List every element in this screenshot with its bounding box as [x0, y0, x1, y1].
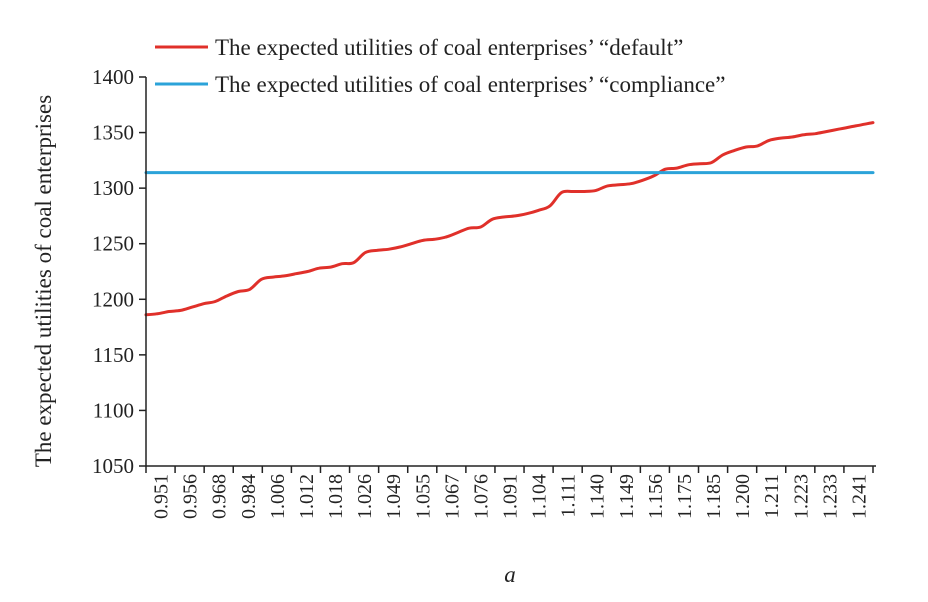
y-tick-label: 1050 — [92, 454, 134, 478]
x-tick-label: 0.968 — [209, 474, 231, 519]
x-tick-label: 1.241 — [848, 474, 870, 519]
x-tick-label: 1.185 — [703, 474, 725, 519]
x-tick-label: 1.156 — [645, 474, 667, 519]
y-axis-ticks: 1050 1100 1150 1200 1250 1300 1350 1400 — [92, 65, 146, 478]
x-tick-label: 1.018 — [325, 474, 347, 519]
legend-label: The expected utilities of coal enterpris… — [215, 72, 725, 97]
x-tick-label: 1.149 — [616, 474, 638, 519]
x-tick-label: 1.012 — [296, 474, 318, 519]
y-tick-label: 1400 — [92, 65, 134, 89]
series-line-default — [144, 121, 875, 317]
y-tick-label: 1200 — [92, 287, 134, 311]
x-tick-label: 1.067 — [441, 474, 463, 519]
x-axis-title: a — [504, 562, 516, 587]
y-axis-title: The expected utilities of coal enterpris… — [31, 95, 56, 467]
x-tick-label: 1.111 — [558, 474, 580, 518]
y-axis-title-group: The expected utilities of coal enterpris… — [31, 95, 56, 467]
x-tick-label: 1.049 — [383, 474, 405, 519]
x-tick-label: 1.223 — [790, 474, 812, 519]
y-tick-label: 1300 — [92, 176, 134, 200]
legend: The expected utilities of coal enterpris… — [155, 35, 725, 97]
x-tick-label: 1.140 — [587, 474, 609, 519]
y-tick-label: 1100 — [93, 398, 134, 422]
x-tick-label: 0.956 — [180, 474, 202, 519]
x-tick-label: 1.091 — [500, 474, 522, 519]
x-tick-label: 1.076 — [470, 474, 492, 519]
series-lines — [144, 121, 875, 317]
x-tick-label: 1.026 — [354, 474, 376, 519]
x-tick-label: 0.951 — [151, 474, 173, 519]
x-axis-ticks: 0.951 0.956 0.968 0.984 1.006 1.012 1.018 1.026… — [145, 466, 874, 519]
x-tick-label: 1.211 — [761, 474, 783, 518]
legend-label: The expected utilities of coal enterpris… — [215, 35, 683, 60]
y-tick-label: 1150 — [93, 343, 134, 367]
x-tick-label: 1.200 — [732, 474, 754, 519]
x-tick-label: 1.233 — [819, 474, 841, 519]
x-tick-label: 1.104 — [529, 474, 551, 519]
y-tick-label: 1250 — [92, 232, 134, 256]
x-tick-label: 0.984 — [238, 474, 260, 519]
y-tick-label: 1350 — [92, 121, 134, 145]
x-tick-label: 1.006 — [267, 474, 289, 519]
x-tick-label: 1.175 — [674, 474, 696, 519]
x-tick-label: 1.055 — [412, 474, 434, 519]
